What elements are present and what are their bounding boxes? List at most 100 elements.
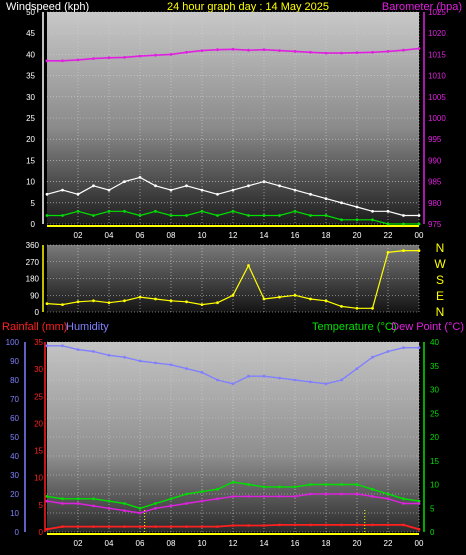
wind-average-point [61, 214, 64, 217]
wind-direction-point [355, 306, 359, 310]
rainfall-tick-label: 5 [39, 501, 44, 510]
barometer-point [309, 50, 312, 54]
wind-direction-point [309, 297, 312, 301]
windspeed-point [216, 192, 219, 196]
rainfall-point [386, 523, 390, 527]
rainfall-point [123, 525, 126, 528]
temperature-point [293, 485, 297, 489]
humidity-point [45, 344, 49, 348]
temperature-point [309, 483, 312, 486]
wind-direction-point [169, 299, 173, 303]
wind-average-point [293, 209, 297, 213]
windspeed-point [185, 184, 188, 188]
temperature-point [417, 499, 421, 503]
wind-average-point [200, 209, 204, 213]
barometer-tick-label: 1015 [428, 50, 446, 59]
humidity-tick-label: 80 [10, 376, 19, 385]
dewpoint-point [309, 492, 312, 496]
x-tick-label: 00 [415, 539, 424, 548]
rainfall-point [107, 525, 111, 528]
windspeed-point [92, 184, 95, 188]
windspeed-point [278, 184, 281, 188]
dewpoint-axis-title: Dew Point (°C) [391, 321, 464, 333]
humidity-point [247, 374, 250, 378]
rainfall-tick-label: 30 [34, 365, 43, 374]
windspeed-point [293, 188, 297, 192]
wind-direction-point [293, 293, 297, 297]
wind-direction-point [386, 251, 390, 254]
windspeed-point [386, 209, 390, 213]
dewpoint-point [355, 492, 359, 496]
temperature-point [76, 497, 80, 501]
humidity-point [92, 350, 95, 353]
x-tick-label: 12 [229, 539, 238, 548]
wind-tick-label: 5 [31, 199, 36, 208]
temperature-point [216, 487, 219, 491]
rainfall-point [185, 525, 188, 528]
barometer-point [402, 48, 405, 52]
wind-direction-point [61, 303, 64, 306]
temperature-tick-label: 10 [430, 481, 439, 490]
wind-average-point [107, 209, 111, 213]
rainfall-point [371, 523, 374, 527]
windspeed-point [417, 214, 421, 217]
rainfall-tick-label: 20 [34, 419, 43, 428]
temperature-point [371, 487, 374, 491]
wind-direction-point [262, 297, 266, 301]
graph-title: 24 hour graph day : 14 May 2025 [167, 1, 329, 13]
compass-label: S [436, 273, 444, 287]
direction-tick-label: 180 [26, 275, 40, 284]
dewpoint-point [61, 502, 64, 505]
rainfall-point [231, 524, 235, 527]
wind-direction-point [402, 249, 405, 253]
humidity-tick-label: 100 [6, 338, 20, 347]
humidity-point [107, 353, 111, 357]
barometer-point [169, 53, 173, 56]
barometer-point [417, 47, 421, 50]
x-tick-label: 08 [167, 539, 176, 548]
dewpoint-point [262, 495, 266, 498]
temperature-point [324, 483, 328, 486]
wind-tick-label: 0 [31, 220, 36, 229]
temperature-point [340, 483, 343, 486]
wind-tick-label: 10 [26, 178, 35, 187]
humidity-tick-label: 0 [15, 528, 20, 537]
barometer-point [123, 56, 126, 59]
wind-tick-label: 20 [26, 135, 35, 144]
barometer-tick-label: 1025 [428, 8, 446, 17]
temperature-point [138, 506, 142, 510]
humidity-tick-label: 70 [10, 395, 19, 404]
wind-direction-point [92, 299, 95, 303]
x-tick-label: 02 [74, 539, 83, 548]
rainfall-point [169, 525, 173, 528]
humidity-point [293, 378, 297, 382]
barometer-tick-label: 1000 [428, 114, 446, 123]
rainfall-point [45, 527, 49, 531]
wind-average-point [76, 209, 80, 213]
wind-direction-point [200, 303, 204, 306]
temperature-point [107, 499, 111, 503]
rainfall-point [309, 523, 312, 527]
rainfall-point [417, 527, 421, 531]
temperature-point [185, 492, 188, 496]
temperature-point [154, 502, 157, 505]
barometer-point [324, 51, 328, 55]
humidity-point [231, 382, 235, 386]
wind-direction-point [324, 299, 328, 303]
humidity-point [371, 355, 374, 359]
temperature-tick-label: 20 [430, 433, 439, 442]
windspeed-point [123, 180, 126, 184]
temperature-point [200, 490, 204, 493]
humidity-point [76, 348, 80, 351]
x-tick-label: 16 [291, 539, 300, 548]
humidity-point [386, 350, 390, 353]
rainfall-point [200, 525, 204, 528]
wind-average-point [185, 214, 188, 217]
x-tick-label: 18 [322, 539, 331, 548]
dewpoint-point [386, 497, 390, 501]
wind-tick-label: 15 [26, 156, 35, 165]
dewpoint-point [247, 495, 250, 498]
temperature-point [231, 480, 235, 484]
rainfall-point [154, 525, 157, 528]
